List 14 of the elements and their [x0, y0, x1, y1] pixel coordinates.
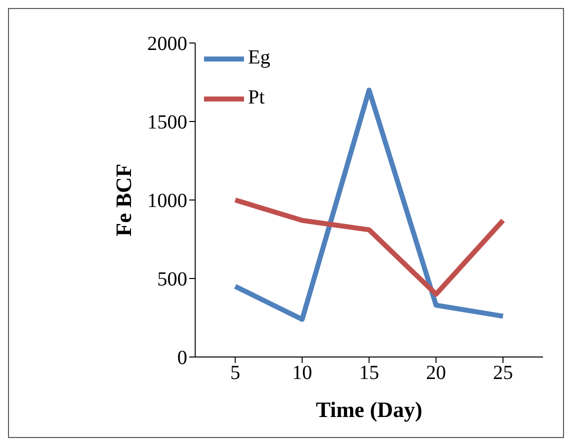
- y-tick-label: 500: [157, 268, 188, 291]
- y-tick-label: 2000: [147, 33, 188, 56]
- y-tick-label: 1000: [147, 190, 188, 212]
- x-tick-label: 25: [493, 362, 513, 384]
- x-tick-label: 20: [426, 362, 446, 384]
- legend-label: Eg: [248, 46, 270, 69]
- y-tick-label: 0: [177, 347, 188, 370]
- x-tick-label: 5: [230, 362, 240, 384]
- x-tick-label: 10: [292, 362, 312, 384]
- y-axis-title: Fe BCF: [111, 164, 136, 236]
- legend-label: Pt: [248, 86, 265, 109]
- x-axis-title: Time (Day): [316, 397, 422, 422]
- x-tick-label: 15: [359, 362, 380, 384]
- y-tick-label: 1500: [147, 112, 188, 134]
